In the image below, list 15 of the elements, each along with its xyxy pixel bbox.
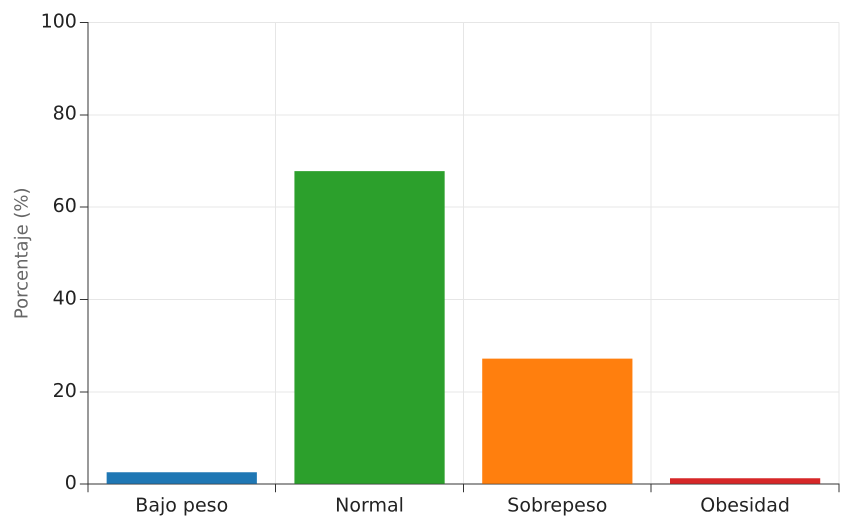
y-tick-label: 100 <box>40 10 77 32</box>
y-tick-label: 20 <box>52 380 77 402</box>
x-tick-label: Sobrepeso <box>507 494 608 517</box>
bar <box>106 472 257 484</box>
x-tick-label: Bajo peso <box>135 494 228 517</box>
y-tick-label: 40 <box>52 287 77 310</box>
y-tick-label: 80 <box>52 102 77 125</box>
bar <box>482 358 632 484</box>
bar <box>294 171 445 484</box>
x-tick-label: Obesidad <box>700 494 790 517</box>
y-axis-title: Porcentaje (%) <box>11 187 32 320</box>
y-tick-label: 0 <box>64 472 77 494</box>
x-tick-label: Normal <box>335 494 404 517</box>
bar <box>670 478 820 484</box>
y-tick-label: 60 <box>52 195 77 218</box>
